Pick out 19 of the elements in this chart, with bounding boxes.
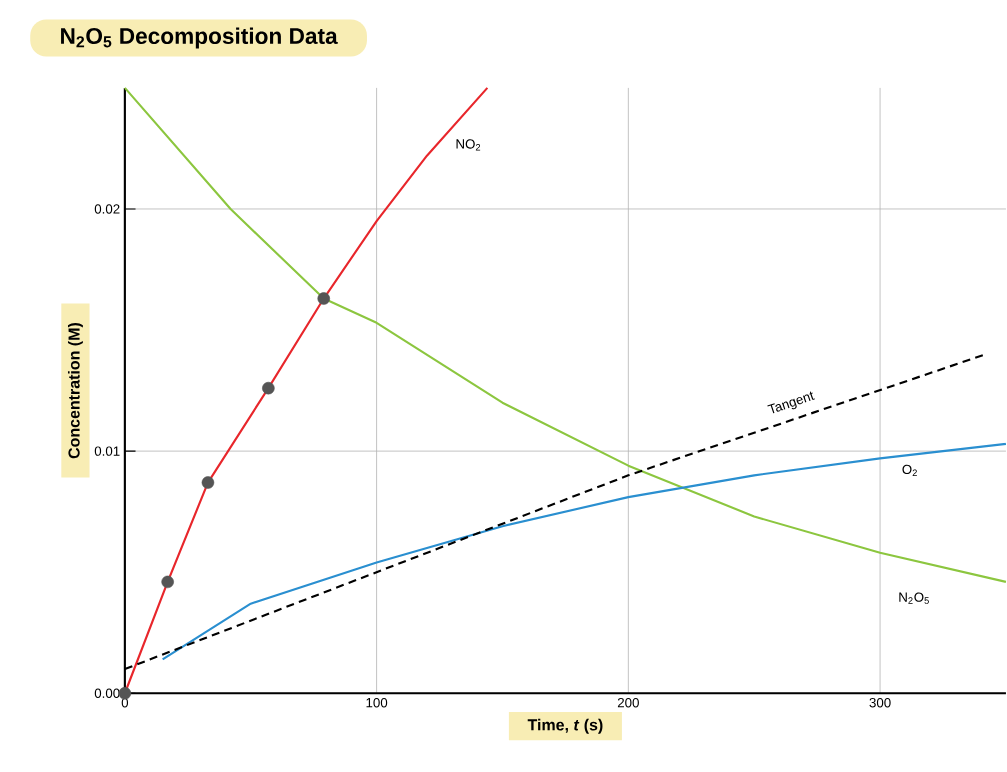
x-tick-label: 100 <box>366 697 388 708</box>
series-label: NO$_{2}$ <box>456 139 481 151</box>
y-tick-label: 0.02 <box>94 204 120 214</box>
point <box>317 292 330 305</box>
text: Tangent <box>767 391 815 414</box>
x-tick-label: 300 <box>869 697 891 708</box>
point <box>201 476 215 489</box>
text: N$_{2}$O$_{5}$ <box>899 592 929 604</box>
chart-title: N$_{2}$O$_{5}$ Decomposition Data <box>61 27 338 49</box>
point <box>161 575 174 589</box>
point <box>262 381 275 395</box>
x-tick-label: 200 <box>617 697 639 708</box>
series-label: O$_{2}$ <box>902 464 917 476</box>
x-axis-title: Time, t (s) <box>527 718 603 734</box>
y-tick-label: 0.00 <box>94 688 120 698</box>
line-series <box>123 86 1007 583</box>
y-axis-title: Concentration (M) <box>67 322 83 459</box>
y-tick-label: 0.01 <box>94 446 120 456</box>
line-series <box>161 442 1007 661</box>
